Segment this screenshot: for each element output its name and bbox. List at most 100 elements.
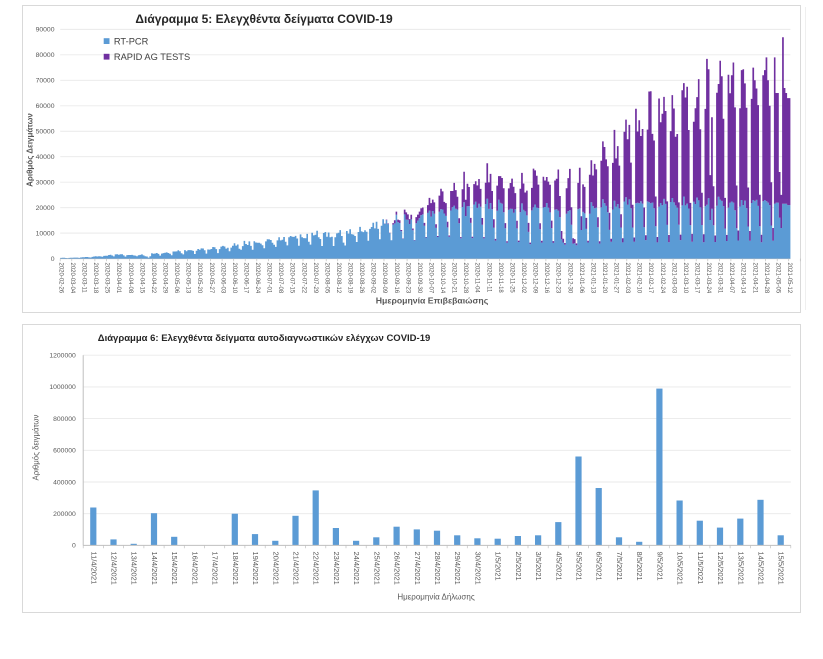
svg-text:2021-02-03: 2021-02-03 (624, 263, 630, 294)
svg-text:29/4/2021: 29/4/2021 (453, 552, 462, 585)
svg-text:11/4/2021: 11/4/2021 (89, 552, 98, 585)
svg-text:0: 0 (51, 256, 55, 263)
svg-text:20/4/2021: 20/4/2021 (271, 552, 280, 585)
svg-text:Διάγραμμα 6: Ελεγχθέντα δείγμα: Διάγραμμα 6: Ελεγχθέντα δείγματα αυτοδια… (98, 333, 431, 344)
svg-text:26/4/2021: 26/4/2021 (393, 552, 402, 585)
svg-text:23/4/2021: 23/4/2021 (332, 552, 341, 585)
svg-text:2020-12-16: 2020-12-16 (543, 263, 549, 294)
svg-text:15/5/2021: 15/5/2021 (777, 552, 786, 585)
svg-text:18/4/2021: 18/4/2021 (231, 552, 240, 585)
svg-text:3/5/2021: 3/5/2021 (534, 552, 543, 581)
svg-text:20000: 20000 (36, 205, 55, 212)
svg-text:2020-09-02: 2020-09-02 (370, 263, 376, 294)
svg-text:2020-10-07: 2020-10-07 (428, 263, 434, 294)
svg-text:14/5/2021: 14/5/2021 (757, 552, 766, 585)
svg-text:5/5/2021: 5/5/2021 (575, 552, 584, 581)
svg-text:2020-03-25: 2020-03-25 (104, 263, 110, 294)
svg-text:27/4/2021: 27/4/2021 (413, 552, 422, 585)
svg-text:2020-05-06: 2020-05-06 (173, 263, 179, 294)
svg-text:80000: 80000 (36, 52, 55, 59)
svg-text:2020-05-27: 2020-05-27 (208, 263, 214, 294)
svg-text:Διάγραμμα 5: Ελεγχθέντα δείγμα: Διάγραμμα 5: Ελεγχθέντα δείγματα COVID-1… (135, 12, 393, 26)
svg-text:2020-06-10: 2020-06-10 (231, 263, 237, 294)
svg-text:2020-07-29: 2020-07-29 (312, 263, 318, 294)
svg-text:2020-09-30: 2020-09-30 (416, 263, 422, 294)
svg-text:2021-05-12: 2021-05-12 (786, 263, 792, 294)
svg-text:2021-03-31: 2021-03-31 (717, 263, 723, 294)
svg-text:2/5/2021: 2/5/2021 (514, 552, 523, 581)
svg-text:2021-03-10: 2021-03-10 (682, 263, 688, 294)
svg-text:19/4/2021: 19/4/2021 (251, 552, 260, 585)
svg-text:2020-03-04: 2020-03-04 (69, 263, 75, 294)
svg-text:60000: 60000 (36, 103, 55, 110)
svg-text:2020-04-08: 2020-04-08 (127, 263, 133, 294)
svg-text:2021-01-06: 2021-01-06 (578, 263, 584, 294)
svg-text:Ημερομηνία Επιβεβαιώσης: Ημερομηνία Επιβεβαιώσης (376, 296, 489, 306)
svg-text:200000: 200000 (53, 511, 76, 518)
svg-text:RAPID AG TESTS: RAPID AG TESTS (114, 52, 190, 62)
svg-text:10000: 10000 (36, 230, 55, 237)
svg-text:2020-04-15: 2020-04-15 (138, 263, 144, 294)
svg-text:0: 0 (72, 543, 76, 550)
svg-text:2020-11-25: 2020-11-25 (508, 263, 514, 294)
svg-text:21/4/2021: 21/4/2021 (292, 552, 301, 585)
svg-text:2020-08-12: 2020-08-12 (335, 263, 341, 294)
svg-text:22/4/2021: 22/4/2021 (312, 552, 321, 585)
svg-text:17/4/2021: 17/4/2021 (211, 552, 220, 585)
svg-text:12/4/2021: 12/4/2021 (110, 552, 119, 585)
svg-text:2021-04-21: 2021-04-21 (751, 263, 757, 294)
svg-text:2021-03-24: 2021-03-24 (705, 263, 711, 294)
svg-text:600000: 600000 (53, 448, 76, 455)
svg-text:400000: 400000 (53, 479, 76, 486)
svg-text:RT-PCR: RT-PCR (114, 36, 149, 46)
svg-text:12/5/2021: 12/5/2021 (716, 552, 725, 585)
svg-text:2020-06-17: 2020-06-17 (243, 263, 249, 294)
svg-text:2021-01-27: 2021-01-27 (613, 263, 619, 294)
svg-text:90000: 90000 (36, 27, 55, 34)
svg-text:7/5/2021: 7/5/2021 (615, 552, 624, 581)
svg-text:14/4/2021: 14/4/2021 (150, 552, 159, 585)
svg-text:6/5/2021: 6/5/2021 (595, 552, 604, 581)
svg-text:2020-09-16: 2020-09-16 (393, 263, 399, 294)
svg-text:2020-12-02: 2020-12-02 (520, 263, 526, 294)
svg-text:2020-05-13: 2020-05-13 (185, 263, 191, 294)
svg-text:1/5/2021: 1/5/2021 (494, 552, 503, 581)
svg-text:1200000: 1200000 (49, 353, 76, 360)
svg-text:13/4/2021: 13/4/2021 (130, 552, 139, 585)
svg-text:15/4/2021: 15/4/2021 (170, 552, 179, 585)
svg-text:2020-08-26: 2020-08-26 (358, 263, 364, 294)
svg-text:2021-03-17: 2021-03-17 (694, 263, 700, 294)
svg-text:Ημερομηνία Δήλωσης: Ημερομηνία Δήλωσης (397, 593, 475, 602)
svg-text:Αριθμός δειγμάτων: Αριθμός δειγμάτων (32, 414, 41, 480)
svg-text:2020-03-11: 2020-03-11 (81, 263, 87, 294)
svg-text:2021-05-05: 2021-05-05 (774, 263, 780, 294)
svg-text:2020-03-18: 2020-03-18 (92, 263, 98, 294)
svg-text:1000000: 1000000 (49, 384, 76, 391)
svg-text:2020-12-23: 2020-12-23 (555, 263, 561, 294)
svg-text:8/5/2021: 8/5/2021 (635, 552, 644, 581)
svg-text:2020-11-04: 2020-11-04 (474, 263, 480, 294)
svg-text:25/4/2021: 25/4/2021 (372, 552, 381, 585)
svg-text:2020-07-08: 2020-07-08 (277, 263, 283, 294)
svg-text:2021-03-03: 2021-03-03 (670, 263, 676, 294)
svg-text:2021-02-10: 2021-02-10 (636, 263, 642, 294)
svg-text:11/5/2021: 11/5/2021 (696, 552, 705, 585)
svg-text:2020-09-09: 2020-09-09 (381, 263, 387, 294)
svg-text:2020-07-01: 2020-07-01 (266, 263, 272, 294)
svg-text:2020-04-22: 2020-04-22 (150, 263, 156, 294)
svg-text:2020-04-01: 2020-04-01 (115, 263, 121, 294)
svg-text:9/5/2021: 9/5/2021 (655, 552, 664, 581)
svg-text:2021-01-20: 2021-01-20 (601, 263, 607, 294)
svg-text:2020-08-19: 2020-08-19 (347, 263, 353, 294)
svg-text:2020-10-28: 2020-10-28 (462, 263, 468, 294)
svg-text:2020-11-18: 2020-11-18 (497, 263, 503, 294)
svg-text:2021-02-17: 2021-02-17 (647, 263, 653, 294)
svg-text:2021-04-28: 2021-04-28 (763, 263, 769, 294)
svg-text:2020-12-30: 2020-12-30 (566, 263, 572, 294)
svg-text:70000: 70000 (36, 78, 55, 85)
svg-text:2020-06-03: 2020-06-03 (219, 263, 225, 294)
svg-text:2020-11-11: 2020-11-11 (485, 263, 491, 293)
svg-text:28/4/2021: 28/4/2021 (433, 552, 442, 585)
svg-text:2020-09-23: 2020-09-23 (404, 263, 410, 294)
svg-text:2021-02-24: 2021-02-24 (659, 263, 665, 294)
